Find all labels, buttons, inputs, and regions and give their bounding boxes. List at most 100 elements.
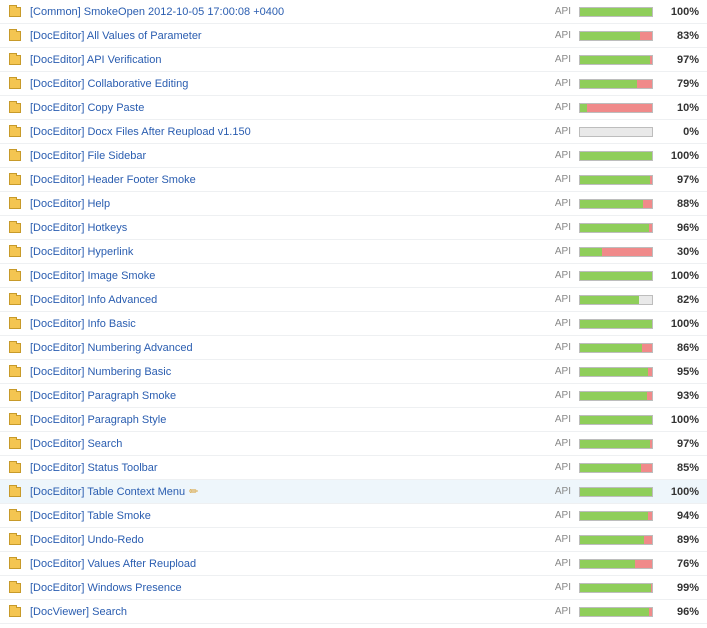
- progress-fail: [648, 368, 652, 376]
- folder-icon: [9, 319, 21, 329]
- progress-pass: [580, 416, 652, 424]
- suite-row: [DocEditor] Table Context Menu✏API100%: [0, 480, 707, 504]
- progress-cell: [575, 271, 657, 281]
- folder-icon: [9, 247, 21, 257]
- progress-fail: [643, 200, 652, 208]
- suite-link[interactable]: [DocEditor] File Sidebar: [30, 150, 146, 162]
- suite-row: [DocEditor] Header Footer Smoke API 97%: [0, 168, 707, 192]
- suite-link[interactable]: [DocEditor] All Values of Parameter: [30, 30, 202, 42]
- folder-icon-cell: [4, 31, 26, 41]
- progress-pass: [580, 392, 647, 400]
- progress-pass: [580, 560, 635, 568]
- progress-fail: [649, 608, 652, 616]
- folder-icon-cell: [4, 103, 26, 113]
- progress-fail: [637, 80, 652, 88]
- suite-link[interactable]: [DocEditor] Numbering Basic: [30, 366, 171, 378]
- suite-link[interactable]: [DocEditor] Values After Reupload: [30, 558, 196, 570]
- progress-bar: [579, 583, 653, 593]
- suite-name-cell: [DocEditor] Search: [26, 438, 537, 450]
- percent-label: 97%: [657, 174, 701, 186]
- folder-icon-cell: [4, 271, 26, 281]
- suite-name-cell: [DocViewer] Search: [26, 606, 537, 618]
- suite-link[interactable]: [DocEditor] Table Smoke: [30, 510, 151, 522]
- progress-pass: [580, 272, 652, 280]
- suite-link[interactable]: [DocEditor] Paragraph Style: [30, 414, 166, 426]
- api-label: API: [537, 414, 575, 425]
- folder-icon: [9, 55, 21, 65]
- api-label: API: [537, 366, 575, 377]
- api-label: API: [537, 438, 575, 449]
- percent-label: 82%: [657, 294, 701, 306]
- percent-label: 86%: [657, 342, 701, 354]
- suite-link[interactable]: [Common] SmokeOpen 2012-10-05 17:00:08 +…: [30, 6, 284, 18]
- suite-link[interactable]: [DocEditor] Status Toolbar: [30, 462, 158, 474]
- progress-bar: [579, 79, 653, 89]
- suite-link[interactable]: [DocEditor] Collaborative Editing: [30, 78, 188, 90]
- api-label: API: [537, 342, 575, 353]
- folder-icon-cell: [4, 55, 26, 65]
- suite-row: [DocEditor] API VerificationAPI97%: [0, 48, 707, 72]
- suite-link[interactable]: [DocEditor] Header Footer Smoke: [30, 174, 196, 186]
- percent-label: 96%: [657, 606, 701, 618]
- progress-fail: [641, 464, 652, 472]
- folder-icon-cell: [4, 367, 26, 377]
- suite-link[interactable]: [DocEditor] Info Basic: [30, 318, 136, 330]
- percent-label: 100%: [657, 486, 701, 498]
- pencil-icon[interactable]: ✏: [189, 485, 198, 498]
- progress-bar: [579, 511, 653, 521]
- suite-row: [DocEditor] Info AdvancedAPI82%: [0, 288, 707, 312]
- folder-icon: [9, 271, 21, 281]
- suite-link[interactable]: [DocEditor] Hyperlink: [30, 246, 133, 258]
- folder-icon-cell: [4, 223, 26, 233]
- percent-label: 30%: [657, 246, 701, 258]
- suite-row: [DocEditor] Info BasicAPI100%: [0, 312, 707, 336]
- percent-label: 97%: [657, 438, 701, 450]
- suite-link[interactable]: [DocEditor] Paragraph Smoke: [30, 390, 176, 402]
- suite-link[interactable]: [DocEditor] Help: [30, 198, 110, 210]
- suite-name-cell: [DocEditor] API Verification: [26, 54, 537, 66]
- suite-link[interactable]: [DocEditor] Table Context Menu: [30, 486, 185, 498]
- percent-label: 100%: [657, 150, 701, 162]
- api-label: API: [537, 30, 575, 41]
- folder-icon: [9, 607, 21, 617]
- percent-label: 10%: [657, 102, 701, 114]
- suite-link[interactable]: [DocEditor] Search: [30, 438, 122, 450]
- progress-pass: [580, 368, 648, 376]
- folder-icon: [9, 223, 21, 233]
- progress-bar: [579, 415, 653, 425]
- api-label: API: [537, 174, 575, 185]
- suite-link[interactable]: [DocEditor] Hotkeys: [30, 222, 127, 234]
- suite-link[interactable]: [DocEditor] Info Advanced: [30, 294, 157, 306]
- percent-label: 99%: [657, 582, 701, 594]
- progress-pass: [580, 608, 649, 616]
- progress-bar: [579, 295, 653, 305]
- suite-name-cell: [DocEditor] Paragraph Style: [26, 414, 537, 426]
- folder-icon: [9, 79, 21, 89]
- suite-link[interactable]: [DocEditor] Docx Files After Reupload v1…: [30, 126, 251, 138]
- suite-row: [DocEditor] Paragraph Style API 100%: [0, 408, 707, 432]
- folder-icon-cell: [4, 319, 26, 329]
- progress-cell: [575, 439, 657, 449]
- suite-link[interactable]: [DocViewer] Search: [30, 606, 127, 618]
- progress-bar: [579, 391, 653, 401]
- percent-label: 100%: [657, 414, 701, 426]
- suite-link[interactable]: [DocEditor] Numbering Advanced: [30, 342, 193, 354]
- api-label: API: [537, 126, 575, 137]
- suite-link[interactable]: [DocEditor] Image Smoke: [30, 270, 155, 282]
- progress-fail: [602, 248, 652, 256]
- progress-cell: [575, 55, 657, 65]
- suite-link[interactable]: [DocEditor] Undo-Redo: [30, 534, 144, 546]
- folder-icon-cell: [4, 151, 26, 161]
- progress-cell: [575, 31, 657, 41]
- progress-bar: [579, 271, 653, 281]
- progress-cell: [575, 295, 657, 305]
- suite-link[interactable]: [DocEditor] API Verification: [30, 54, 161, 66]
- progress-pass: [580, 464, 641, 472]
- suite-link[interactable]: [DocEditor] Windows Presence: [30, 582, 182, 594]
- suite-row: [DocEditor] Values After ReuploadAPI76%: [0, 552, 707, 576]
- folder-icon: [9, 511, 21, 521]
- progress-fail: [635, 560, 652, 568]
- suite-link[interactable]: [DocEditor] Copy Paste: [30, 102, 144, 114]
- suite-name-cell: [DocEditor] Undo-Redo: [26, 534, 537, 546]
- folder-icon: [9, 175, 21, 185]
